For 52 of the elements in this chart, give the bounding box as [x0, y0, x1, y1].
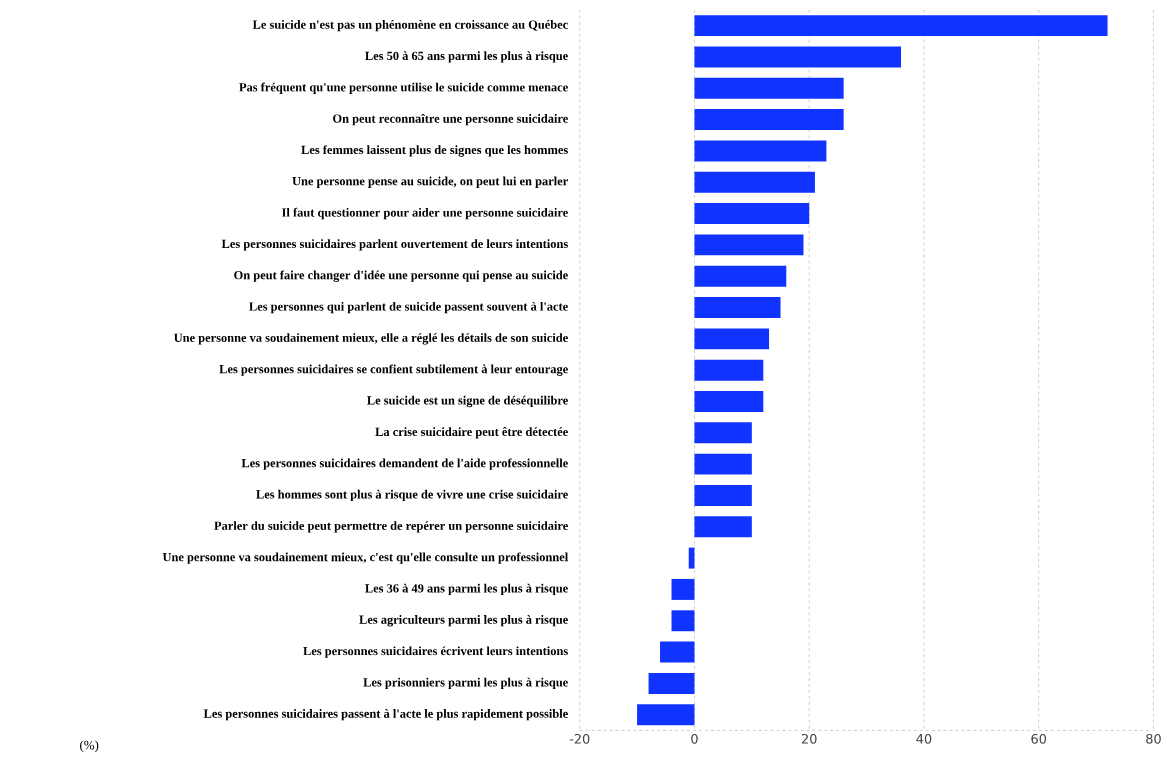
bar: [694, 265, 787, 287]
bar: [694, 46, 902, 68]
y-tick-label: Les hommes sont plus à risque de vivre une crise suicidaire: [256, 489, 568, 501]
y-tick-label: Une personne pense au suicide, on peut lui en parler: [292, 176, 568, 188]
y-tick-label: On peut faire changer d'idée une personne qui pense au suicide: [234, 270, 568, 282]
x-tick-label: 80: [1146, 733, 1161, 744]
bar: [660, 641, 695, 663]
y-tick-label: Les personnes suicidaires se confient subtilement à leur entourage: [219, 364, 568, 376]
x-tick-label: 60: [1031, 733, 1047, 744]
bar: [637, 704, 695, 726]
bar: [694, 328, 770, 350]
y-tick-label: Les 50 à 65 ans parmi les plus à risque: [365, 51, 568, 63]
y-tick-label: On peut reconnaître une personne suicidaire: [333, 113, 568, 126]
bar: [694, 453, 752, 475]
bar: [671, 578, 695, 600]
bar: [694, 108, 844, 130]
bar: [694, 296, 781, 318]
bar: [694, 359, 764, 381]
y-tick-label: Le suicide n'est pas un phénomène en croissance au Québec: [252, 19, 568, 32]
y-tick-label: Les personnes suicidaires passent à l'acte le plus rapidement possible: [203, 708, 568, 721]
y-tick-label: Les personnes suicidaires demandent de l'aide professionnelle: [241, 458, 568, 470]
y-tick-label: Parler du suicide peut permettre de repérer un personne suicidaire: [214, 520, 568, 533]
x-axis-title: (%): [80, 740, 99, 752]
bar: [694, 77, 844, 99]
x-tick-label: -20: [569, 733, 590, 744]
bar: [694, 390, 764, 412]
x-tick-label: 0: [691, 733, 698, 744]
y-tick-label: Pas fréquent qu'une personne utilise le suicide comme menace: [239, 82, 568, 94]
bar: [694, 140, 827, 162]
bar: [694, 171, 815, 193]
bar: [694, 202, 810, 224]
y-tick-label: Les 36 à 49 ans parmi les plus à risque: [365, 583, 568, 595]
bar: [694, 422, 752, 444]
y-tick-label: Il faut questionner pour aider une personne suicidaire: [282, 207, 568, 220]
bar: [694, 516, 752, 538]
bar: [694, 15, 1108, 36]
y-tick-label: Les prisonniers parmi les plus à risque: [363, 677, 568, 689]
y-tick-label: Les personnes suicidaires écrivent leurs intentions: [303, 646, 568, 658]
y-tick-label: Les agriculteurs parmi les plus à risque: [359, 614, 568, 627]
y-tick-label: Une personne va soudainement mieux, elle a réglé les détails de son suicide: [174, 333, 568, 345]
y-tick-label: La crise suicidaire peut être détectée: [375, 426, 568, 439]
bar: [694, 234, 804, 256]
y-tick-label: Les personnes qui parlent de suicide passent souvent à l'acte: [249, 301, 568, 314]
bar: [694, 484, 752, 506]
x-tick-label: 20: [801, 733, 817, 744]
x-tick-label: 40: [916, 733, 932, 744]
y-tick-label: Le suicide est un signe de déséquilibre: [367, 395, 568, 408]
y-tick-label: Les personnes suicidaires parlent ouvertement de leurs intentions: [221, 239, 568, 251]
bar: [671, 610, 695, 632]
bar: [648, 672, 695, 694]
y-tick-label: Une personne va soudainement mieux, c'est qu'elle consulte un professionnel: [162, 552, 569, 564]
y-tick-label: Les femmes laissent plus de signes que les hommes: [301, 145, 568, 157]
